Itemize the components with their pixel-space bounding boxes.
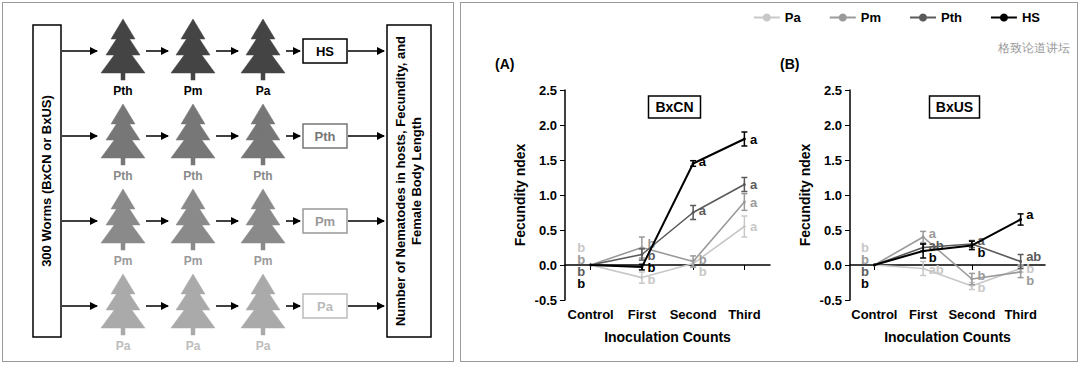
svg-text:Pth: Pth bbox=[183, 169, 202, 183]
svg-text:Pa: Pa bbox=[256, 339, 271, 353]
svg-text:Pm: Pm bbox=[184, 254, 203, 268]
svg-text:Fecundity ndex: Fecundity ndex bbox=[512, 143, 528, 246]
svg-text:b: b bbox=[860, 263, 869, 279]
svg-text:a: a bbox=[928, 225, 936, 241]
svg-text:Fecundity ndex: Fecundity ndex bbox=[797, 143, 813, 246]
svg-text:Pm: Pm bbox=[861, 10, 881, 25]
svg-text:Second: Second bbox=[670, 307, 717, 322]
svg-text:Pa: Pa bbox=[317, 299, 334, 314]
svg-text:Pm: Pm bbox=[254, 254, 273, 268]
svg-text:b: b bbox=[861, 276, 869, 291]
html-text:格致论道讲坛: 格致论道讲坛 bbox=[998, 41, 1070, 55]
svg-text:Pa: Pa bbox=[116, 339, 131, 353]
svg-text:b: b bbox=[577, 276, 585, 291]
svg-text:HS: HS bbox=[1022, 10, 1040, 25]
svg-text:a: a bbox=[750, 195, 758, 210]
svg-text:b: b bbox=[977, 268, 985, 283]
svg-text:b: b bbox=[860, 251, 869, 267]
svg-text:HS: HS bbox=[316, 44, 334, 59]
svg-text:(B): (B) bbox=[780, 56, 799, 72]
svg-text:b: b bbox=[860, 239, 869, 255]
svg-text:Pth: Pth bbox=[113, 84, 132, 98]
svg-text:Control: Control bbox=[568, 307, 614, 322]
svg-text:0.0: 0.0 bbox=[824, 258, 842, 273]
svg-text:Pa: Pa bbox=[256, 84, 271, 98]
svg-text:a: a bbox=[750, 177, 758, 192]
svg-text:a: a bbox=[699, 203, 707, 218]
svg-text:-0.5: -0.5 bbox=[820, 293, 842, 308]
svg-text:Inoculation Counts: Inoculation Counts bbox=[884, 329, 1011, 345]
svg-text:-0.5: -0.5 bbox=[535, 293, 557, 308]
svg-text:Pm: Pm bbox=[114, 254, 133, 268]
svg-text:b: b bbox=[977, 245, 985, 260]
svg-text:Third: Third bbox=[728, 307, 761, 322]
svg-text:Third: Third bbox=[1004, 307, 1037, 322]
svg-text:Pa: Pa bbox=[186, 339, 201, 353]
svg-text:b: b bbox=[977, 279, 986, 295]
svg-text:a: a bbox=[1026, 207, 1034, 222]
svg-text:b: b bbox=[699, 252, 707, 267]
svg-text:Pm: Pm bbox=[184, 84, 203, 98]
svg-text:Pth: Pth bbox=[315, 129, 336, 144]
svg-text:BxUS: BxUS bbox=[936, 99, 973, 115]
svg-text:Pth: Pth bbox=[113, 169, 132, 183]
svg-text:b: b bbox=[647, 260, 655, 275]
svg-text:b: b bbox=[647, 272, 656, 288]
svg-text:Pa: Pa bbox=[785, 10, 802, 25]
svg-text:b: b bbox=[577, 263, 586, 279]
svg-text:ab: ab bbox=[1026, 249, 1041, 264]
svg-text:0.5: 0.5 bbox=[539, 223, 557, 238]
html-text:300 Worms (BxCN or BxUS): 300 Worms (BxCN or BxUS) bbox=[39, 95, 54, 267]
svg-text:Inoculation Counts: Inoculation Counts bbox=[604, 329, 731, 345]
svg-text:0.0: 0.0 bbox=[539, 258, 557, 273]
svg-text:1.5: 1.5 bbox=[824, 153, 842, 168]
svg-text:ab: ab bbox=[928, 237, 944, 253]
svg-text:(A): (A) bbox=[495, 56, 514, 72]
svg-text:a: a bbox=[699, 154, 707, 169]
svg-text:b: b bbox=[929, 250, 937, 265]
svg-text:2.0: 2.0 bbox=[824, 118, 842, 133]
svg-text:Control: Control bbox=[851, 307, 897, 322]
html-text:Number of Nematodes in hosts,: Number of Nematodes in hosts, Fecundity,… bbox=[393, 35, 424, 327]
svg-text:b: b bbox=[698, 263, 707, 279]
svg-text:a: a bbox=[750, 132, 758, 147]
svg-text:2.5: 2.5 bbox=[824, 83, 842, 98]
svg-text:2.5: 2.5 bbox=[539, 83, 557, 98]
svg-text:2.0: 2.0 bbox=[539, 118, 557, 133]
svg-text:b: b bbox=[577, 251, 586, 267]
svg-text:1.0: 1.0 bbox=[539, 188, 557, 203]
svg-text:b: b bbox=[1026, 273, 1034, 288]
svg-text:0.5: 0.5 bbox=[824, 223, 842, 238]
svg-text:a: a bbox=[750, 219, 758, 234]
svg-text:Pth: Pth bbox=[253, 169, 272, 183]
svg-text:First: First bbox=[909, 307, 938, 322]
svg-text:1.0: 1.0 bbox=[824, 188, 842, 203]
svg-text:Second: Second bbox=[948, 307, 995, 322]
svg-text:ab: ab bbox=[928, 261, 944, 277]
svg-text:1.5: 1.5 bbox=[539, 153, 557, 168]
svg-text:Pth: Pth bbox=[941, 10, 962, 25]
svg-text:Pm: Pm bbox=[315, 214, 335, 229]
svg-text:BxCN: BxCN bbox=[655, 99, 693, 115]
svg-text:First: First bbox=[628, 307, 657, 322]
svg-text:b: b bbox=[577, 239, 586, 255]
